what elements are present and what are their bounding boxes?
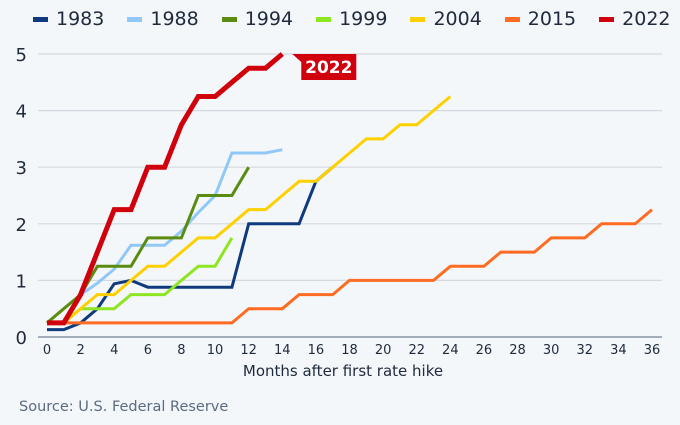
series-line-2022[interactable]	[47, 52, 284, 326]
legend-swatch	[599, 16, 615, 22]
legend-swatch	[127, 16, 143, 22]
x-tick-label: 22	[408, 343, 425, 358]
x-tick-label: 32	[577, 343, 594, 358]
legend-label: 1988	[150, 8, 199, 30]
x-tick-label: 12	[240, 343, 257, 358]
y-tick-label: 5	[16, 45, 27, 66]
y-tick-label: 2	[16, 215, 27, 236]
x-tick-label: 8	[177, 343, 185, 358]
annotation-label: 2022	[305, 58, 352, 78]
series-line-2004[interactable]	[62, 95, 452, 325]
x-tick-label: 34	[610, 343, 627, 358]
x-tick-label: 20	[375, 343, 392, 358]
x-axis-title: Months after first rate hike	[243, 362, 443, 380]
x-tick-label: 14	[274, 343, 291, 358]
x-tick-label: 26	[476, 343, 493, 358]
legend-item-1983[interactable]: 1983	[33, 8, 104, 30]
x-tick-label: 6	[144, 343, 152, 358]
legend-item-1999[interactable]: 1999	[316, 8, 387, 30]
annotations: 2022	[292, 54, 357, 80]
legend-label: 2015	[527, 8, 577, 30]
legend-item-2004[interactable]: 2004	[410, 8, 482, 30]
legend-item-2022[interactable]: 2022	[599, 8, 671, 30]
legend-item-1994[interactable]: 1994	[221, 8, 294, 30]
x-tick-label: 16	[308, 343, 325, 358]
legend-swatch	[33, 16, 48, 22]
series-line-2015[interactable]	[47, 208, 653, 325]
legend-label: 1994	[244, 8, 294, 30]
legend-label: 2022	[622, 8, 671, 30]
x-tick-label: 4	[110, 343, 118, 358]
x-tick-label: 36	[644, 343, 661, 358]
legend-swatch	[504, 16, 520, 22]
x-tick-label: 0	[43, 343, 51, 358]
legend-label: 1983	[56, 8, 105, 30]
series-lines	[46, 52, 653, 332]
x-tick-label: 30	[543, 343, 560, 358]
legend-swatch	[410, 16, 426, 22]
series-line-1983[interactable]	[47, 166, 334, 332]
legend-label: 2004	[433, 8, 482, 30]
series-line-1999[interactable]	[62, 237, 234, 325]
annotation-callout	[292, 54, 357, 80]
series-line-1988[interactable]	[79, 148, 283, 296]
x-tick-label: 10	[207, 343, 224, 358]
y-tick-label: 3	[16, 158, 27, 179]
x-tick-label: 28	[509, 343, 526, 358]
x-tick-label: 2	[76, 343, 84, 358]
y-tick-label: 1	[16, 271, 27, 292]
legend-swatch	[316, 16, 332, 22]
x-tick-label: 24	[442, 343, 459, 358]
x-axis: 0 2 4 6 8 10 12 14 16 18 20 22 24 26 28 30 32 34 36	[43, 343, 660, 358]
legend-label: 1999	[339, 8, 388, 30]
x-tick-label: 18	[341, 343, 358, 358]
source-note: Source: U.S. Federal Reserve	[19, 399, 229, 415]
legend-item-2015[interactable]: 2015	[504, 8, 577, 30]
y-tick-label: 0	[16, 328, 27, 349]
legend: 1983 1988 1994 1999 2004 2015 2022	[33, 6, 680, 32]
legend-swatch	[221, 16, 237, 22]
y-tick-label: 4	[16, 102, 27, 123]
legend-item-1988[interactable]: 1988	[127, 8, 199, 30]
y-axis: 0 1 2 3 4 5	[16, 45, 27, 349]
